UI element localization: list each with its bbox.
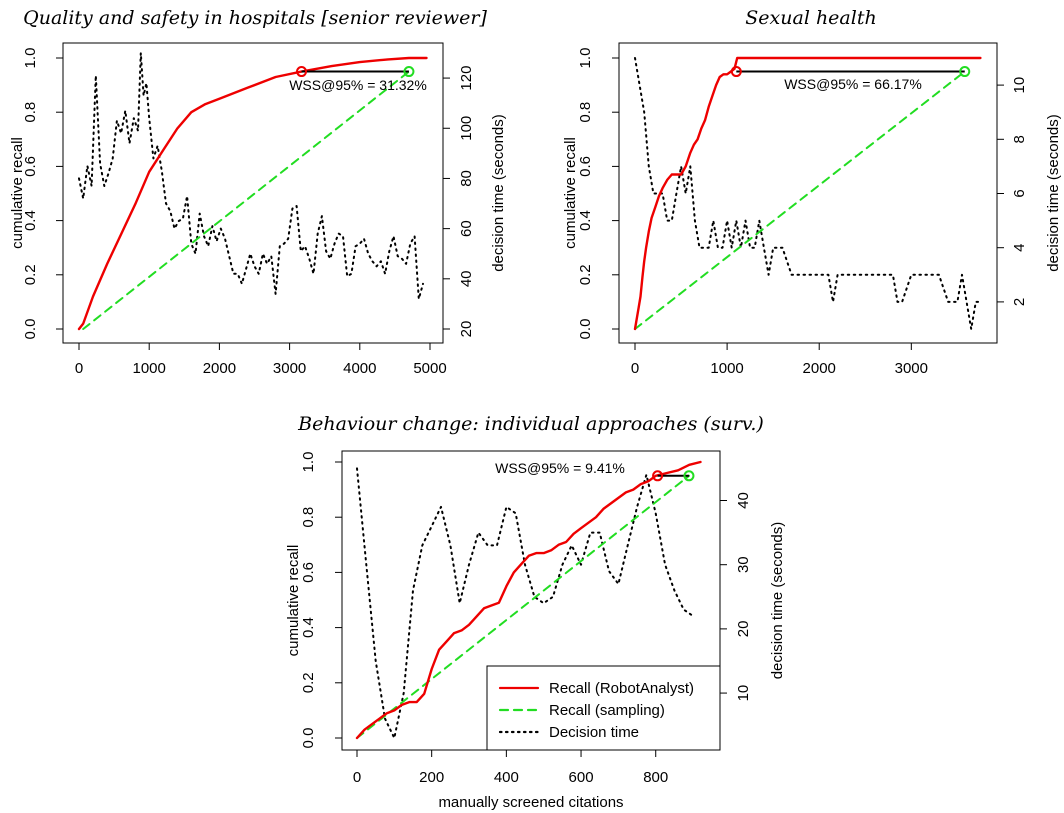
x-tick-label: 0	[75, 360, 83, 377]
legend-box	[486, 665, 721, 751]
decision-time-line	[78, 52, 424, 300]
x-axis-label: manually screened citations	[438, 794, 623, 811]
y-tick-label: 0.0	[300, 728, 317, 749]
wss-annotation: WSS@95% = 31.32%	[289, 77, 427, 93]
y2-tick-label: 20	[735, 621, 752, 638]
y2-tick-label: 120	[458, 66, 475, 91]
x-tick-label: 2000	[203, 360, 236, 377]
y-tick-label: 0.2	[577, 264, 594, 285]
y2-tick-label: 10	[735, 685, 752, 702]
y-tick-label: 1.0	[22, 48, 39, 69]
x-tick-label: 3000	[895, 360, 928, 377]
y2-tick-label: 60	[458, 220, 475, 237]
y2-tick-label: 20	[458, 321, 475, 338]
wss-sampling-point	[683, 470, 695, 482]
decision-time-line	[634, 57, 982, 330]
recall-sampling-line	[356, 474, 690, 739]
wss-robot-point	[652, 470, 664, 482]
x-tick-label: 1000	[710, 360, 743, 377]
y-axis-label: cumulative recall	[285, 545, 302, 657]
x-tick-label: 0	[631, 360, 639, 377]
y2-tick-label: 40	[735, 492, 752, 509]
chart-title: Sexual health	[745, 7, 876, 29]
y-tick-label: 0.4	[22, 210, 39, 231]
x-tick-label: 3000	[273, 360, 306, 377]
panel-sexual-health: Sexual health 0 1000 2000 3000 0.0 0.2 0.4 0.6 0.…	[562, 7, 1062, 377]
y-tick-label: 0.2	[300, 672, 317, 693]
y2-tick-label: 8	[1011, 135, 1028, 143]
y2-tick-label: 4	[1011, 244, 1028, 252]
x-tick-label: 0	[353, 769, 361, 786]
plot-frame	[62, 42, 444, 344]
y-tick-label: 0.6	[300, 562, 317, 583]
wss-sampling-point	[403, 66, 415, 78]
chart-title: Behaviour change: individual approaches …	[297, 413, 764, 435]
y-tick-label: 1.0	[577, 48, 594, 69]
y-tick-label: 0.8	[22, 102, 39, 123]
y2-axis-label: decision time (seconds)	[490, 114, 507, 272]
x-tick-label: 600	[569, 769, 594, 786]
chart-title: Quality and safety in hospitals [senior …	[23, 7, 487, 29]
y-tick-label: 1.0	[300, 452, 317, 473]
x-tick-label: 2000	[803, 360, 836, 377]
y2-tick-label: 80	[458, 170, 475, 187]
y-tick-label: 0.6	[577, 156, 594, 177]
wss-robot-point	[730, 66, 742, 78]
recall-robot-line	[633, 56, 982, 331]
x-tick-label: 5000	[413, 360, 446, 377]
y2-axis-label: decision time (seconds)	[769, 522, 786, 680]
y2-tick-label: 2	[1011, 298, 1028, 306]
decision-time-line	[356, 467, 695, 739]
y-tick-label: 0.2	[22, 264, 39, 285]
y2-tick-label: 100	[458, 116, 475, 141]
y2-tick-label: 40	[458, 270, 475, 287]
x-tick-label: 1000	[133, 360, 166, 377]
y2-tick-label: 10	[1011, 77, 1028, 94]
recall-sampling-line	[634, 70, 966, 330]
legend-label: Decision time	[549, 724, 639, 741]
y2-tick-label: 6	[1011, 189, 1028, 197]
recall-sampling-line	[82, 70, 410, 330]
y-axis-label: cumulative recall	[9, 137, 26, 249]
x-tick-label: 400	[494, 769, 519, 786]
y-axis-label: cumulative recall	[562, 137, 579, 249]
y-tick-label: 0.4	[577, 210, 594, 231]
legend-label: Recall (RobotAnalyst)	[549, 680, 694, 697]
y-tick-label: 0.6	[22, 156, 39, 177]
y-tick-label: 0.8	[577, 102, 594, 123]
y2-tick-label: 30	[735, 556, 752, 573]
panel-behaviour-change: Behaviour change: individual approaches …	[285, 413, 786, 811]
y-tick-label: 0.8	[300, 507, 317, 528]
wss-sampling-point	[959, 66, 971, 78]
legend: Recall (RobotAnalyst) Recall (sampling) De…	[486, 665, 721, 751]
legend-label: Recall (sampling)	[549, 702, 665, 719]
y-tick-label: 0.4	[300, 617, 317, 638]
wss-annotation: WSS@95% = 66.17%	[784, 76, 922, 92]
wss-robot-point	[296, 66, 308, 78]
recall-robot-line	[355, 460, 702, 740]
x-tick-label: 800	[643, 769, 668, 786]
y2-axis-label: decision time (seconds)	[1045, 114, 1062, 272]
y-tick-label: 0.0	[577, 319, 594, 340]
panel-quality-safety: Quality and safety in hospitals [senior …	[9, 7, 507, 377]
wss-annotation: WSS@95% = 9.41%	[495, 460, 625, 476]
x-tick-label: 200	[419, 769, 444, 786]
recall-robot-line	[77, 56, 428, 331]
x-tick-label: 4000	[343, 360, 376, 377]
y-tick-label: 0.0	[22, 319, 39, 340]
